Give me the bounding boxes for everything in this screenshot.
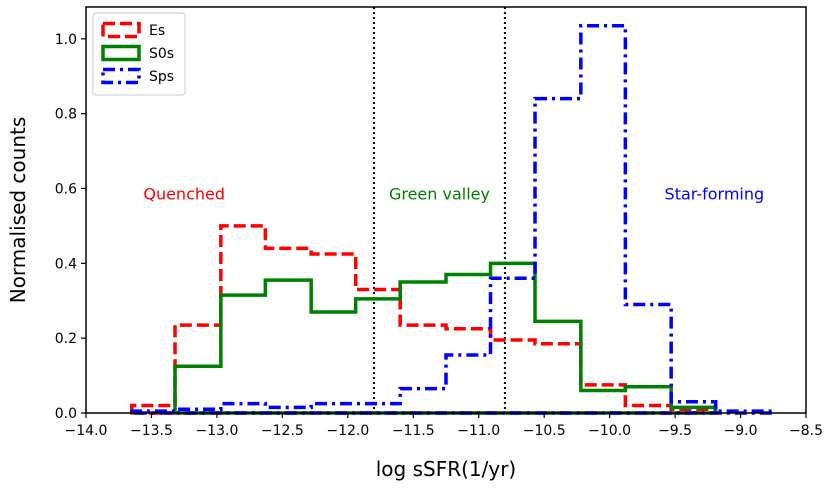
x-tick-label: −13.0	[195, 423, 238, 439]
legend-label-sps: Sps	[149, 69, 174, 85]
legend-label-es: Es	[149, 23, 165, 39]
series-sps-histogram	[130, 23, 776, 415]
annotation-star-forming: Star-forming	[665, 185, 765, 204]
x-tick-label: −9.0	[724, 423, 758, 439]
annotation-green-valley: Green valley	[389, 185, 490, 204]
series-es-histogram	[130, 224, 718, 415]
x-tick-label: −12.0	[326, 423, 369, 439]
x-tick-label: −11.0	[457, 423, 500, 439]
legend-swatch-es	[101, 21, 141, 39]
x-tick-label: −11.5	[392, 423, 435, 439]
legend-label-s0s: S0s	[149, 46, 174, 62]
legend-swatch-sps	[101, 67, 141, 85]
x-tick-label: −10.5	[523, 423, 566, 439]
x-tick-label: −10.0	[588, 423, 631, 439]
y-tick-label: 1.0	[55, 32, 77, 48]
x-tick-label: −9.5	[658, 423, 692, 439]
legend: Es S0s Sps	[92, 12, 186, 96]
y-tick-label: 0.0	[55, 406, 77, 422]
y-tick-label: 0.8	[55, 107, 77, 123]
region-annotations: Quenched Green valley Star-forming	[143, 185, 764, 204]
series-s0s-histogram	[173, 261, 718, 415]
x-tick-label: −8.5	[789, 423, 823, 439]
histogram-series	[130, 23, 776, 415]
x-axis-ticks: −14.0 −13.5 −13.0 −12.5 −12.0 −11.5 −11.0 −10.5…	[65, 413, 823, 439]
legend-swatch-s0s	[101, 44, 141, 62]
y-axis-ticks: 0.0 0.2 0.4 0.6 0.8 1.0	[55, 32, 86, 422]
x-tick-label: −12.5	[261, 423, 304, 439]
y-tick-label: 0.4	[55, 256, 77, 272]
y-axis-title: Normalised counts	[6, 117, 30, 304]
annotation-quenched: Quenched	[143, 185, 225, 204]
x-axis-title: log sSFR(1/yr)	[376, 457, 517, 481]
y-tick-label: 0.6	[55, 181, 77, 197]
y-tick-label: 0.2	[55, 331, 77, 347]
x-tick-label: −14.0	[65, 423, 108, 439]
x-tick-label: −13.5	[130, 423, 173, 439]
plot-frame	[85, 6, 807, 414]
